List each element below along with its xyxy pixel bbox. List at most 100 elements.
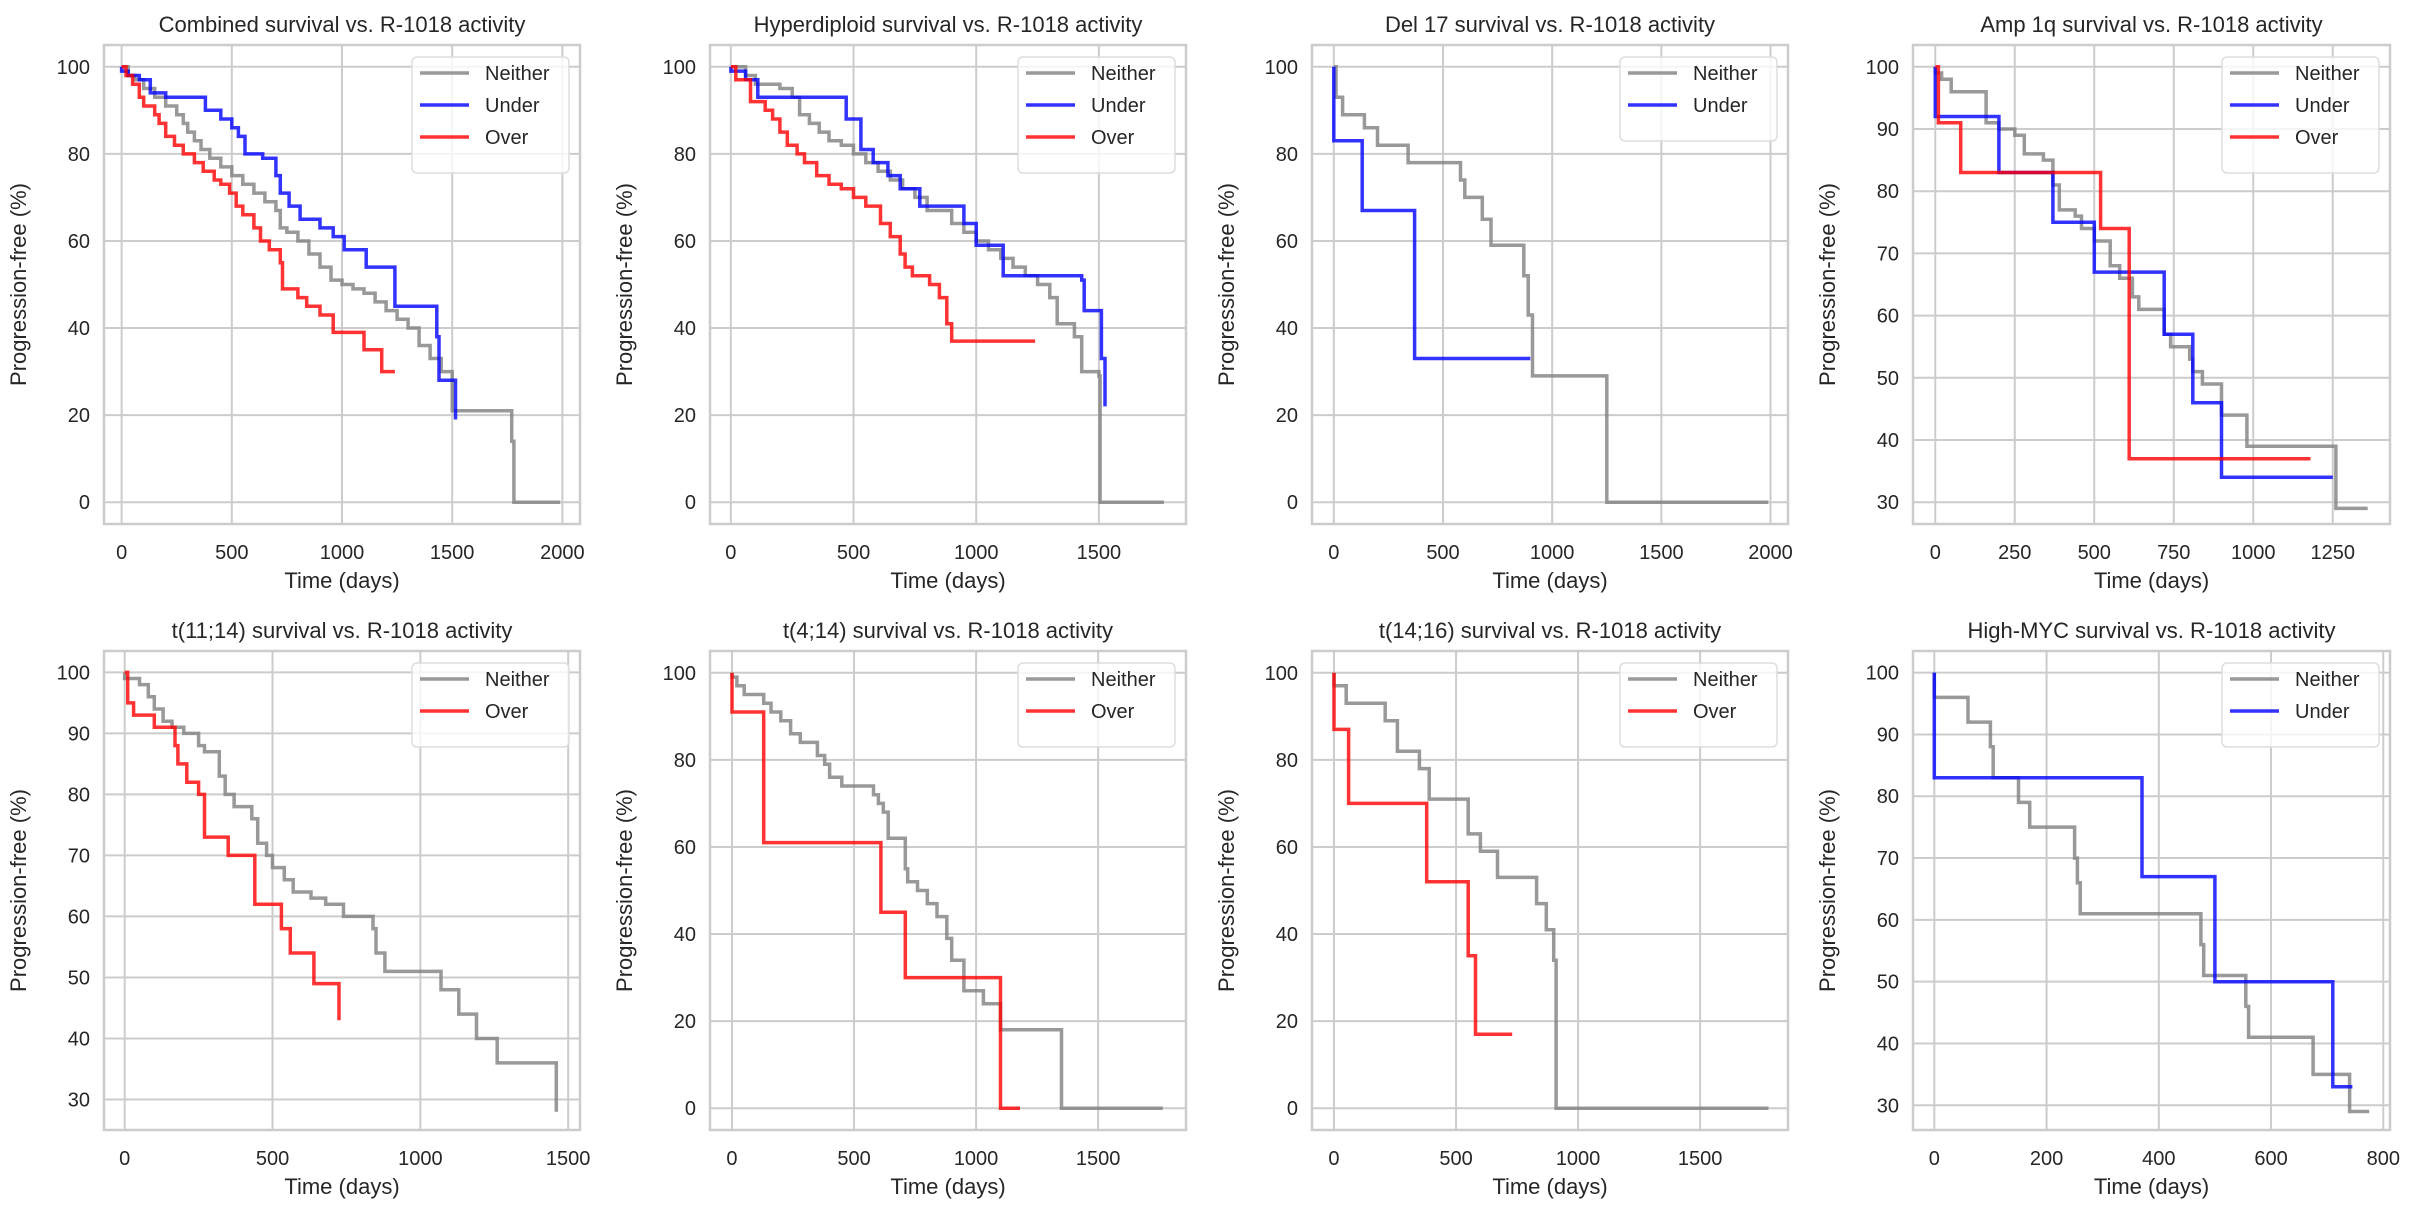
y-tick-label: 100 [1866,57,1899,79]
x-tick-label: 1000 [320,542,365,564]
x-tick-label: 1500 [430,542,475,564]
x-tick-label: 400 [2142,1148,2175,1170]
x-tick-label: 1500 [1639,542,1684,564]
y-tick-label: 0 [685,492,696,514]
legend-box [2221,56,2380,174]
axes-frame [1310,649,1790,1132]
legend-label: Neither [485,669,550,691]
legend-box [1017,662,1176,748]
x-tick-label: 1500 [1678,1148,1723,1170]
x-tick-label: 0 [1929,1148,1940,1170]
x-tick-label: 500 [1439,1148,1472,1170]
survival-panel: Del 17 survival vs. R-1018 activity 0 500 1… [1214,12,1793,593]
y-axis-label: Progression-free (%) [1815,789,1840,992]
legend-label: Over [485,127,529,149]
y-tick-label: 90 [68,723,90,745]
x-tick-label: 800 [2367,1148,2400,1170]
survival-panel: Hyperdiploid survival vs. R-1018 activit… [612,12,1188,593]
legend-box [2221,662,2380,748]
x-tick-label: 1000 [1556,1148,1601,1170]
y-axis-label: Progression-free (%) [6,183,31,386]
y-tick-label: 60 [674,231,696,253]
survival-panel: High-MYC survival vs. R-1018 activity 0 20… [1815,618,2400,1199]
legend-label: Over [2295,127,2339,149]
legend-label: Neither [1693,669,1758,691]
x-tick-label: 0 [725,542,736,564]
y-tick-label: 40 [1276,924,1298,946]
y-tick-label: 70 [1877,243,1899,265]
curve-neither [122,672,559,1112]
legend: Neither Under [1619,56,1778,142]
x-axis-label: Time (days) [890,1174,1005,1199]
x-tick-label: 500 [837,1148,870,1170]
y-tick-label: 80 [1877,786,1899,808]
x-tick-label: 1000 [2231,542,2276,564]
y-tick-label: 60 [1276,231,1298,253]
panel-title: High-MYC survival vs. R-1018 activity [1968,618,2336,643]
y-tick-label: 0 [685,1098,696,1120]
y-tick-label: 100 [663,57,696,79]
y-tick-label: 60 [68,906,90,928]
x-tick-label: 200 [2030,1148,2063,1170]
legend-label: Over [1091,701,1135,723]
survival-panel: t(14;16) survival vs. R-1018 activity 0 50… [1214,618,1790,1199]
curve-over [1332,672,1513,1036]
axes-frame [708,43,1188,526]
y-axis-label: Progression-free (%) [1214,789,1239,992]
curve-neither [1333,65,1769,504]
survival-panel: Combined survival vs. R-1018 activity 0 50… [6,12,585,593]
legend-label: Under [2295,701,2350,723]
y-tick-label: 60 [1276,837,1298,859]
x-tick-label: 0 [1328,542,1339,564]
legend: Neither Over [411,662,570,748]
x-axis-label: Time (days) [1492,1174,1607,1199]
y-tick-label: 80 [674,750,696,772]
curve-over [730,672,1020,1110]
x-axis-label: Time (days) [284,568,399,593]
legend-label: Neither [1091,63,1156,85]
y-tick-label: 80 [68,784,90,806]
x-tick-label: 1500 [1076,1148,1121,1170]
curve-over [124,670,341,1021]
x-tick-label: 2000 [1748,542,1793,564]
y-tick-label: 0 [79,492,90,514]
x-tick-label: 1500 [546,1148,591,1170]
panel-title: Combined survival vs. R-1018 activity [159,12,526,37]
y-axis-label: Progression-free (%) [1214,183,1239,386]
x-tick-label: 1250 [2311,542,2356,564]
legend-label: Over [1091,127,1135,149]
legend-box [1017,56,1176,174]
x-tick-label: 0 [116,542,127,564]
curve-under [1332,66,1531,361]
legend-box [1619,662,1778,748]
curve-under [1933,66,2333,480]
x-tick-label: 500 [1426,542,1459,564]
legend-label: Over [1693,701,1737,723]
y-tick-label: 70 [68,845,90,867]
x-tick-label: 0 [726,1148,737,1170]
x-tick-label: 500 [215,542,248,564]
legend-label: Under [485,95,540,117]
axes-frame [1911,43,2392,526]
y-tick-label: 40 [674,318,696,340]
legend: Neither Under [2221,662,2380,748]
y-tick-label: 50 [68,967,90,989]
survival-panel: t(11;14) survival vs. R-1018 activity 0 50… [6,618,590,1199]
x-tick-label: 2000 [540,542,585,564]
y-tick-label: 100 [663,663,696,685]
y-tick-label: 90 [1877,724,1899,746]
legend-label: Neither [1693,63,1758,85]
curve-under [729,66,1107,407]
legend-label: Neither [485,63,550,85]
y-tick-label: 30 [1877,1095,1899,1117]
y-tick-label: 20 [674,405,696,427]
y-tick-label: 40 [68,1028,90,1050]
y-tick-label: 0 [1287,1098,1298,1120]
curve-over [1935,65,2311,461]
y-tick-label: 60 [674,837,696,859]
legend-label: Neither [1091,669,1156,691]
axes-frame [1911,649,2392,1132]
panel-title: t(14;16) survival vs. R-1018 activity [1379,618,1721,643]
y-tick-label: 50 [1877,972,1899,994]
y-tick-label: 20 [1276,405,1298,427]
